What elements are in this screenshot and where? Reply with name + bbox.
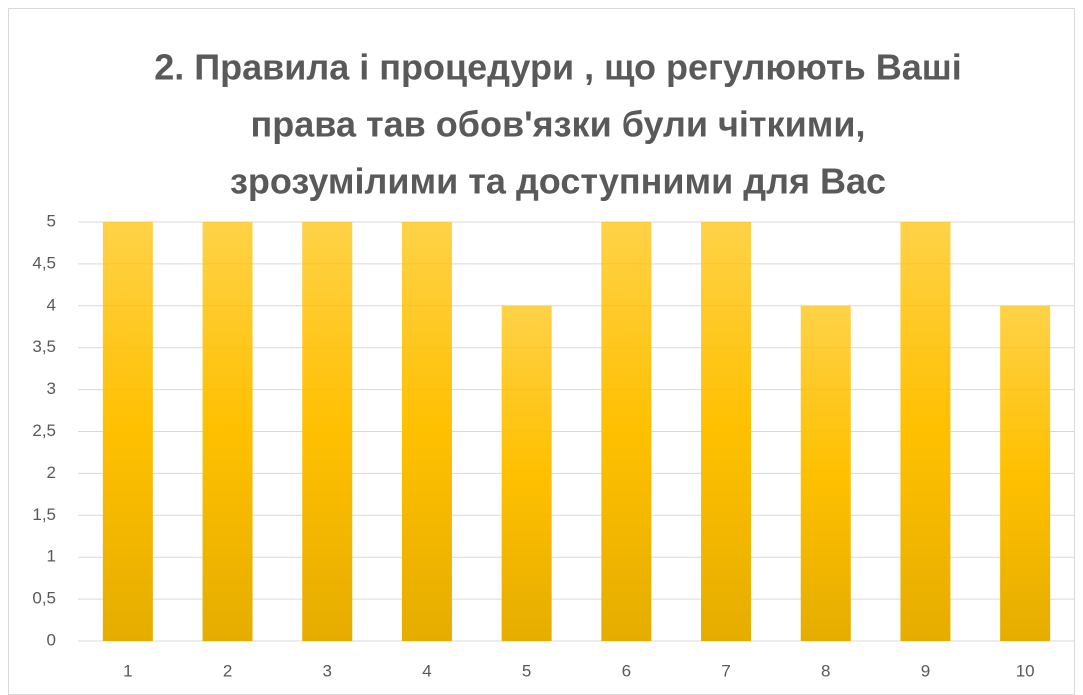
chart-title: права тав обов'язки були чіткими, bbox=[251, 104, 866, 145]
x-tick-label: 8 bbox=[821, 661, 830, 680]
bar-shade bbox=[1000, 305, 1051, 641]
x-tick-label: 5 bbox=[522, 661, 531, 680]
chart-title: 2. Правила і процедури , що регулюють Ва… bbox=[154, 47, 962, 88]
bar-shade bbox=[501, 305, 552, 641]
x-tick-label: 9 bbox=[921, 661, 930, 680]
bar-shade bbox=[302, 222, 353, 641]
y-tick-label: 0 bbox=[47, 630, 56, 649]
bar-shade bbox=[800, 305, 851, 641]
y-tick-label: 5 bbox=[47, 211, 56, 230]
bar-shade bbox=[401, 222, 452, 641]
chart-title: зрозумілими та доступними для Вас bbox=[230, 161, 886, 202]
y-tick-label: 4 bbox=[47, 295, 56, 314]
y-tick-label: 3 bbox=[47, 379, 56, 398]
y-tick-label: 0,5 bbox=[32, 589, 56, 608]
bar-shade bbox=[202, 222, 253, 641]
x-tick-label: 1 bbox=[123, 661, 132, 680]
x-tick-label: 10 bbox=[1016, 661, 1035, 680]
x-tick-label: 4 bbox=[422, 661, 431, 680]
y-tick-label: 2,5 bbox=[32, 421, 56, 440]
bar-shade bbox=[701, 222, 752, 641]
y-tick-label: 1,5 bbox=[32, 505, 56, 524]
y-tick-label: 1 bbox=[47, 547, 56, 566]
x-tick-label: 7 bbox=[721, 661, 730, 680]
bar-shade bbox=[601, 222, 652, 641]
bar-shade bbox=[900, 222, 951, 641]
x-tick-label: 2 bbox=[223, 661, 232, 680]
x-tick-label: 6 bbox=[622, 661, 631, 680]
y-tick-label: 4,5 bbox=[32, 253, 56, 272]
y-tick-label: 3,5 bbox=[32, 337, 56, 356]
y-tick-label: 2 bbox=[47, 463, 56, 482]
x-tick-label: 3 bbox=[323, 661, 332, 680]
bar-shade bbox=[102, 222, 153, 641]
